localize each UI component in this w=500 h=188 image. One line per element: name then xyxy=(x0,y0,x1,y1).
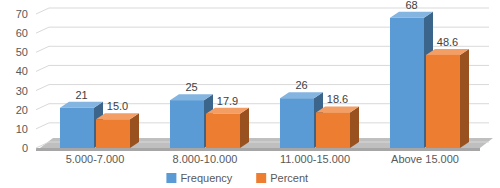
tick-label: 50 xyxy=(16,46,28,58)
data-labels: 21 15.0 25 17.9 26 18.6 68 48.6 xyxy=(75,0,458,112)
category-label: 5.000-7.000 xyxy=(66,153,125,165)
bar-side xyxy=(240,108,249,148)
data-label: 21 xyxy=(75,89,87,101)
chart: 0 10 20 30 40 50 60 70 21 15.0 25 17.9 26 18.6 68 48.6 5… xyxy=(0,0,500,188)
bar-side xyxy=(350,106,359,148)
tick-label: 40 xyxy=(16,65,28,77)
data-label: 17.9 xyxy=(217,95,238,107)
tick-label: 70 xyxy=(16,8,28,20)
tick-label: 60 xyxy=(16,27,28,39)
bar-top xyxy=(60,102,103,108)
bar xyxy=(280,98,314,148)
data-label: 15.0 xyxy=(107,100,128,112)
legend: Frequency Percent xyxy=(166,172,308,184)
bar xyxy=(206,114,240,148)
tick-label: 10 xyxy=(16,123,28,135)
tick-label: 30 xyxy=(16,85,28,97)
data-label: 68 xyxy=(405,0,417,11)
tick-label: 0 xyxy=(22,142,28,154)
data-label: 18.6 xyxy=(327,93,348,105)
bar-top xyxy=(280,92,323,98)
legend-swatch xyxy=(256,173,266,183)
category-label: 8.000-10.000 xyxy=(173,153,238,165)
bar xyxy=(426,55,460,148)
data-label: 26 xyxy=(295,79,307,91)
legend-label: Frequency xyxy=(180,172,232,184)
legend-label: Percent xyxy=(270,172,308,184)
bar-top xyxy=(426,49,469,55)
category-label: 11.000-15.000 xyxy=(280,153,350,165)
bar xyxy=(60,108,94,148)
bar-side xyxy=(130,113,139,148)
floor-edge xyxy=(36,148,480,151)
bar xyxy=(316,112,350,148)
plot-area xyxy=(60,12,469,148)
tick-label: 20 xyxy=(16,104,28,116)
bar xyxy=(390,18,424,148)
bar-top xyxy=(206,108,249,114)
legend-swatch xyxy=(166,173,176,183)
bar-top xyxy=(316,106,359,112)
bar-top xyxy=(170,94,213,100)
bar xyxy=(96,119,130,148)
bar-top xyxy=(96,113,139,119)
data-label: 25 xyxy=(185,81,197,93)
data-label: 48.6 xyxy=(437,36,458,48)
bar-top xyxy=(390,12,433,18)
category-label: Above 15.000 xyxy=(391,153,459,165)
bar-side xyxy=(460,49,469,148)
bar xyxy=(170,100,204,148)
